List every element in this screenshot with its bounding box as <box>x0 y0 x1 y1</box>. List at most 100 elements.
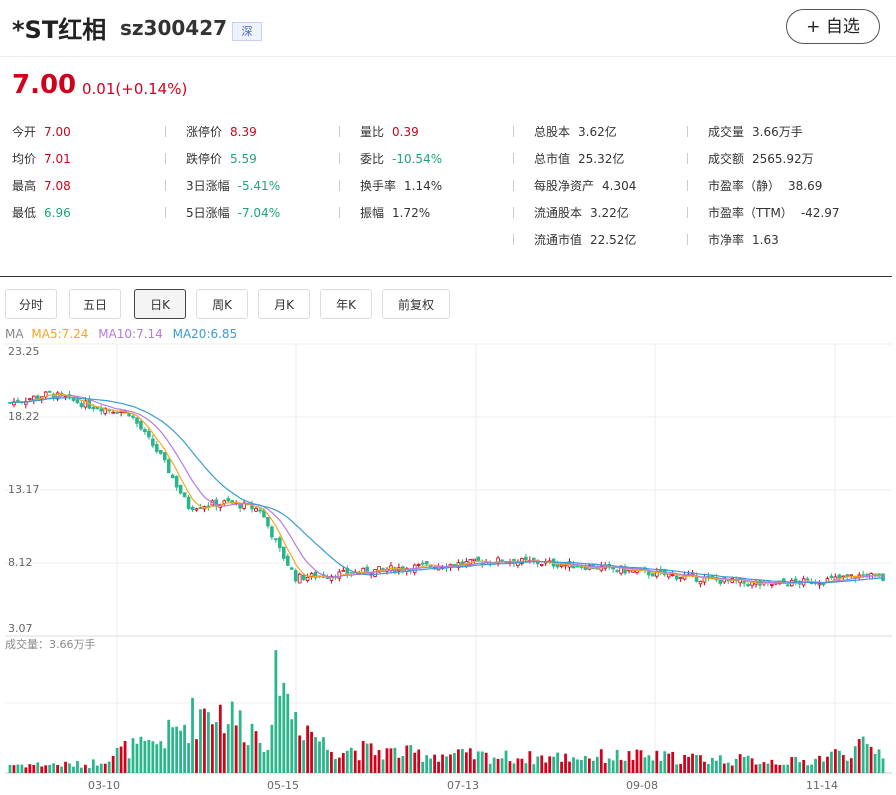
volume-bar <box>262 751 266 773</box>
candle <box>71 398 76 401</box>
stock-name: *ST红相 <box>12 16 107 44</box>
stat-value: 3.22亿 <box>590 206 629 220</box>
volume-bar <box>139 736 143 773</box>
candle <box>817 583 822 586</box>
tab-4[interactable]: 月K <box>258 289 310 319</box>
x-tick-label: 07-13 <box>447 779 479 792</box>
stat-label: 最低 <box>12 206 37 220</box>
volume-bar <box>631 759 635 773</box>
stat-separator <box>513 126 514 137</box>
volume-bar <box>429 758 433 773</box>
stat-separator <box>165 180 166 191</box>
volume-bar <box>131 738 135 773</box>
candle <box>698 580 703 585</box>
volume-bar <box>270 724 274 773</box>
volume-bar <box>798 762 802 773</box>
stat-label: 涨停价 <box>186 125 223 139</box>
candle <box>849 574 854 577</box>
volume-bar <box>595 756 599 773</box>
volume-bar <box>91 759 95 773</box>
tab-6[interactable]: 前复权 <box>382 289 450 319</box>
candle <box>524 556 528 560</box>
stat-label: 市净率 <box>708 233 745 247</box>
stat-0-0: 今开 7.00 <box>12 123 71 140</box>
volume-bar <box>294 711 298 773</box>
stat-1-1: 跌停价 5.59 <box>186 150 257 167</box>
candle <box>266 516 270 527</box>
y-tick-label: 18.22 <box>8 410 40 423</box>
volume-bar <box>520 758 524 773</box>
tab-2[interactable]: 日K <box>134 289 186 319</box>
volume-bar <box>405 745 409 773</box>
volume-bar <box>159 741 163 773</box>
volume-bar <box>369 743 373 773</box>
candle <box>746 584 750 587</box>
candle <box>47 390 52 393</box>
tab-5[interactable]: 年K <box>320 289 372 319</box>
candle <box>559 564 564 567</box>
add-watchlist-button[interactable]: + 自选 <box>786 9 880 44</box>
volume-bar <box>794 756 798 773</box>
candle <box>147 431 151 438</box>
candle <box>139 420 143 430</box>
ma20-line <box>9 397 884 584</box>
volume-bar <box>830 751 833 773</box>
volume-bar <box>730 765 734 773</box>
volume-bar <box>282 682 286 773</box>
candle <box>55 392 60 400</box>
candle <box>198 507 203 510</box>
tab-0[interactable]: 分时 <box>5 289 57 319</box>
stat-label: 换手率 <box>360 179 397 193</box>
volume-bar <box>500 758 504 773</box>
volume-bar <box>28 764 32 773</box>
candle <box>115 411 119 414</box>
candle <box>174 476 179 488</box>
volume-bar <box>36 762 40 773</box>
candle <box>579 566 584 568</box>
candle <box>278 537 282 549</box>
volume-bar <box>258 742 262 773</box>
volume-bar <box>615 749 619 773</box>
stat-1-3: 5日涨幅 -7.04% <box>186 204 280 221</box>
stats-divider <box>0 276 892 277</box>
volume-bar <box>330 751 333 773</box>
volume-bar <box>385 748 389 773</box>
stock-code: sz300427 <box>120 16 228 40</box>
candle <box>678 577 683 579</box>
volume-bar <box>310 731 313 773</box>
x-tick-label: 11-14 <box>806 779 838 792</box>
volume-bar <box>623 760 627 773</box>
tab-1[interactable]: 五日 <box>69 289 121 319</box>
volume-bar <box>877 749 881 773</box>
x-tick-label: 03-10 <box>88 779 120 792</box>
volume-bar <box>460 749 464 773</box>
volume-bar <box>591 760 595 773</box>
volume-bar <box>635 749 639 773</box>
stat-value: 3.66万手 <box>752 125 803 139</box>
volume-bar <box>214 722 218 773</box>
volume-bar <box>790 757 794 773</box>
volume-bar <box>524 763 528 773</box>
stat-value: 1.63 <box>752 233 779 247</box>
candle <box>297 573 302 584</box>
candle <box>135 417 139 424</box>
volume-bar <box>762 762 766 773</box>
tab-3[interactable]: 周K <box>196 289 248 319</box>
volume-bar <box>834 749 837 773</box>
volume-bar <box>679 764 683 773</box>
volume-bar <box>425 755 429 773</box>
volume-bar <box>639 750 643 773</box>
volume-bar <box>671 751 675 773</box>
candle <box>373 569 377 577</box>
volume-bar <box>274 650 278 773</box>
candle <box>416 564 421 566</box>
volume-bar <box>230 701 234 773</box>
stat-value: -5.41% <box>237 179 281 193</box>
kline-chart[interactable]: 23.25 18.22 13.17 8.12 3.07 03-10 05-15 07-13 09… <box>0 340 896 795</box>
stat-value: 8.39 <box>230 125 257 139</box>
volume-bar <box>127 758 131 773</box>
volume-bar <box>397 757 401 773</box>
volume-bar <box>687 756 690 773</box>
stat-label: 3日涨幅 <box>186 179 230 193</box>
candle <box>190 506 195 510</box>
